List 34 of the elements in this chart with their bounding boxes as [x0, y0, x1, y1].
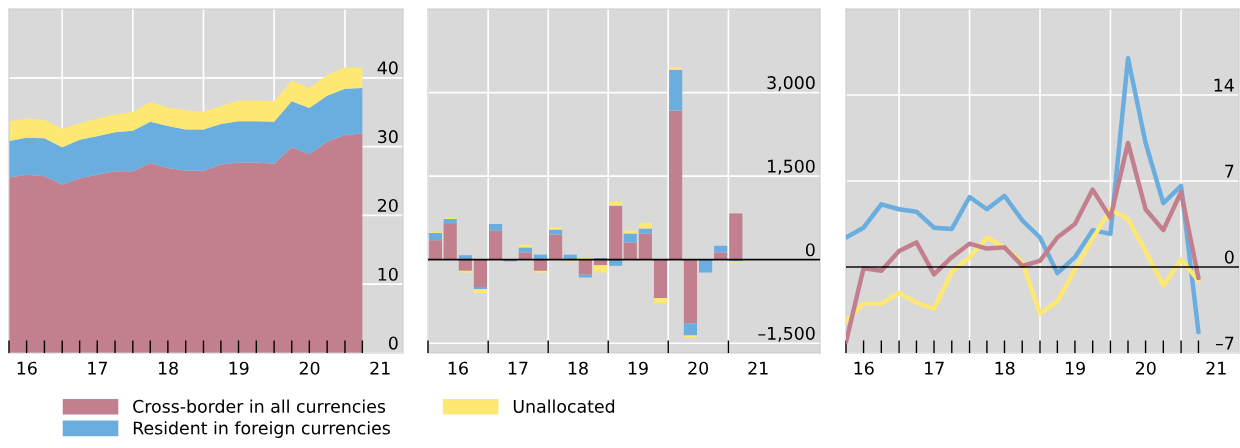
x-tick-label: 20 — [1135, 361, 1156, 375]
y-tick-label: 7 — [1225, 164, 1234, 178]
legend-label: Cross-border in all currencies — [133, 399, 386, 413]
x-tick-label: 20 — [688, 361, 709, 375]
y-tick-label: 0 — [388, 336, 398, 350]
x-tick-label: 16 — [854, 361, 874, 375]
x-tick-label: 19 — [229, 361, 249, 375]
y-tick-label: –7 — [1215, 336, 1234, 350]
y-tick-label: 30 — [378, 130, 398, 144]
y-tick-label: 0 — [1224, 250, 1234, 264]
x-tick-label: 17 — [925, 361, 944, 375]
y-tick-label: 10 — [378, 267, 398, 281]
legend-label: Resident in foreign currencies — [133, 421, 390, 438]
x-tick-label: 16 — [17, 361, 37, 375]
x-tick-label: 21 — [1206, 361, 1226, 375]
y-tick-label: 14 — [1214, 78, 1234, 92]
y-tick-label: 20 — [378, 198, 398, 213]
x-tick-label: 21 — [748, 361, 768, 375]
y-tick-label: 40 — [377, 61, 398, 75]
y-tick-label: –1,500 — [758, 326, 815, 342]
x-tick-label: 18 — [995, 361, 1015, 375]
x-tick-label: 17 — [88, 361, 107, 375]
y-tick-label: 3,000 — [767, 76, 815, 91]
y-tick-label: 0 — [805, 243, 815, 257]
x-tick-label: 20 — [299, 361, 320, 375]
x-tick-label: 21 — [370, 361, 390, 375]
y-tick-label: 1,500 — [768, 159, 815, 175]
x-tick-label: 19 — [1065, 361, 1085, 375]
x-tick-label: 18 — [158, 361, 178, 375]
x-tick-label: 17 — [508, 361, 528, 375]
x-tick-label: 18 — [568, 361, 588, 375]
x-tick-label: 19 — [628, 361, 648, 375]
x-tick-label: 16 — [448, 361, 468, 375]
legend-label: Unallocated — [513, 399, 615, 413]
